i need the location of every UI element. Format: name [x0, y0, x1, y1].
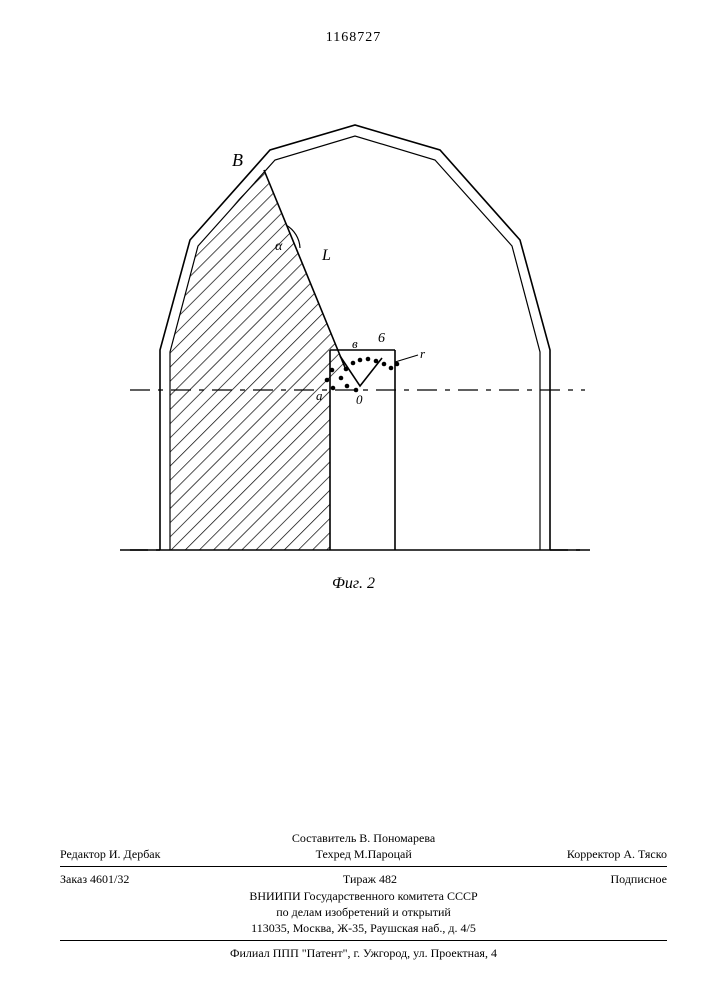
label-r: r: [420, 346, 426, 361]
colophon-address: 113035, Москва, Ж-35, Раушская наб., д. …: [60, 920, 667, 936]
colophon-tirazh: Тираж 482: [343, 871, 397, 887]
colophon-compiler: Составитель В. Пономарева: [60, 830, 667, 846]
divider: [60, 866, 667, 867]
label-6: 6: [378, 331, 385, 346]
label-L: L: [321, 247, 331, 264]
colophon-org2: по делам изобретений и открытий: [60, 904, 667, 920]
colophon-order: Заказ 4601/32: [60, 871, 129, 887]
label-B: В: [232, 150, 243, 170]
document-number: 1168727: [0, 30, 707, 46]
label-alpha: α: [275, 239, 283, 254]
figure-caption: Фиг. 2: [0, 575, 707, 593]
colophon-editor: Редактор И. Дербак: [60, 846, 160, 862]
colophon-branch: Филиал ППП "Патент", г. Ужгород, ул. Про…: [60, 945, 667, 961]
divider: [60, 940, 667, 941]
colophon-org1: ВНИИПИ Государственного комитета СССР: [60, 888, 667, 904]
colophon-corrector: Корректор А. Тяско: [567, 846, 667, 862]
colophon-techred: Техред М.Пароцай: [316, 846, 412, 862]
label-b: в: [352, 336, 358, 351]
figure-2: В L α а в 6 r 0: [0, 70, 707, 570]
colophon-podpisnoe: Подписное: [611, 871, 668, 887]
label-a: а: [316, 388, 323, 403]
colophon-block: Составитель В. Пономарева Редактор И. Де…: [60, 830, 667, 961]
label-O: 0: [356, 392, 363, 407]
